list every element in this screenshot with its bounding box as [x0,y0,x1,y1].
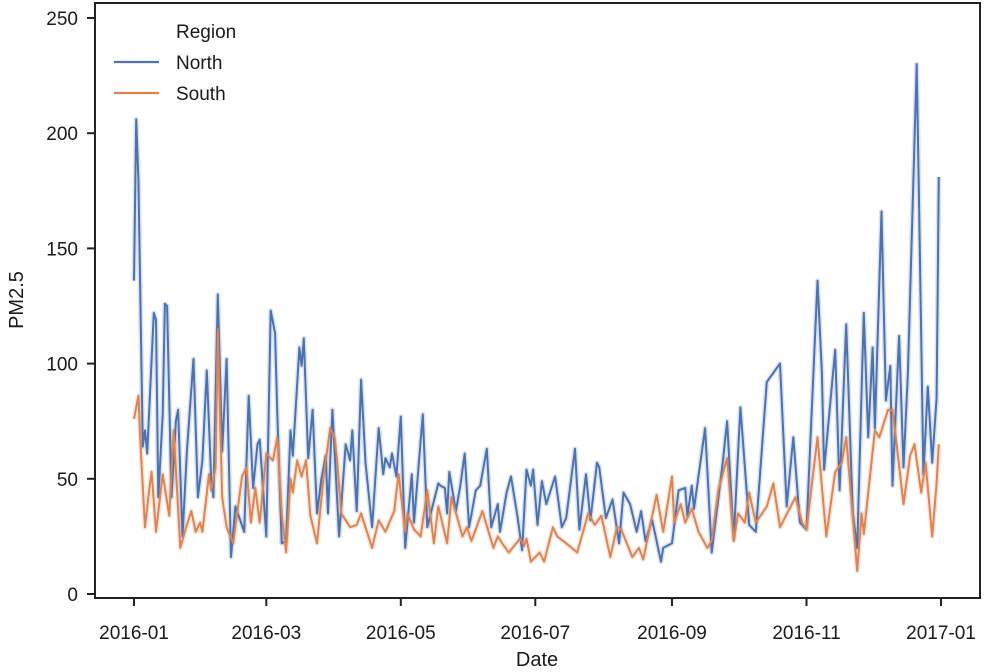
y-tick-label: 200 [46,124,78,145]
x-axis: 2016-01 2016-03 2016-05 2016-07 2016-09 2016-… [99,598,976,644]
x-tick-label: 2016-09 [637,623,707,644]
x-tick-label: 2017-01 [906,623,976,644]
legend-label-south: South [176,84,226,105]
series-line-north [133,63,940,563]
legend-label-north: North [176,53,222,74]
y-axis-label: PM2.5 [6,271,28,329]
y-tick-label: 0 [67,585,78,606]
y-tick-label: 250 [46,9,78,30]
plot-frame [94,2,981,599]
y-tick-label: 50 [57,470,78,491]
y-tick-label: 150 [46,239,78,260]
x-axis-label: Date [516,649,558,671]
legend: Region North South [114,22,236,105]
x-tick-label: 2016-03 [231,623,301,644]
x-tick-label: 2016-05 [366,623,436,644]
x-tick-label: 2016-07 [500,623,570,644]
y-axis: 0 50 100 150 200 250 [46,9,95,606]
y-tick-label: 100 [46,355,78,376]
series-lines [133,63,940,572]
x-tick-label: 2016-11 [772,623,840,644]
legend-title: Region [176,22,236,43]
x-tick-label: 2016-01 [99,623,169,644]
